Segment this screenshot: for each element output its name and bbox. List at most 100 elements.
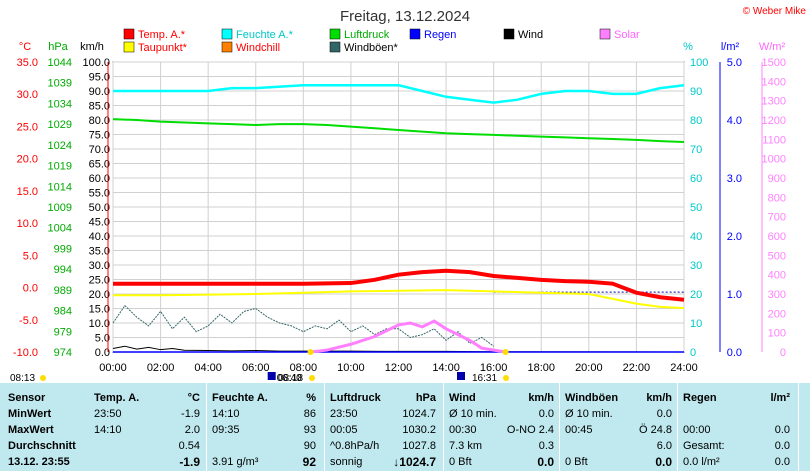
chart-title: Freitag, 13.12.2024: [340, 8, 470, 25]
solar-tick: 300: [768, 289, 786, 301]
hpa-tick: 989: [54, 285, 72, 297]
hpa-tick: 994: [54, 264, 72, 276]
hpa-tick: 1004: [48, 223, 72, 235]
time-tick: 22:00: [623, 362, 651, 374]
solar-tick: 1500: [762, 57, 786, 69]
legend: Temp. A.* Feuchte A.* Luftdruck Regen Wind So…: [123, 28, 640, 54]
legend-swatch: [123, 41, 135, 53]
kmh-tick: 95.0: [89, 72, 110, 84]
table-header-cell: hPa: [415, 392, 436, 404]
table-cell: MinWert: [8, 408, 52, 420]
table-header-cell: Regen: [683, 392, 717, 404]
legend-label: Feuchte A.*: [236, 29, 294, 41]
legend-label: Regen: [424, 29, 456, 41]
solar-tick: 600: [768, 231, 786, 243]
table-cell: 0.0 l/m²: [683, 456, 720, 468]
table-cell: 23:50: [330, 408, 358, 420]
weather-chart: Freitag, 13.12.2024 © Weber Mike Temp. A…: [10, 6, 806, 383]
table-header-cell: °C: [187, 392, 200, 404]
series-windgusts: [112, 304, 494, 347]
kmh-tick: 70.0: [89, 144, 110, 156]
hpa-tick: 1029: [48, 119, 72, 131]
table-cell: 1024.7: [402, 408, 436, 420]
temp-tick: 25.0: [17, 121, 38, 133]
time-tick: 16:00: [480, 362, 508, 374]
kmh-tick: 30.0: [89, 260, 110, 272]
time-tick: 14:00: [432, 362, 460, 374]
table-header-cell: km/h: [528, 392, 554, 404]
time-tick: 10:00: [337, 362, 365, 374]
table-cell: O-NO 2.4: [506, 424, 554, 436]
table-cell: 14:10: [94, 424, 122, 436]
hpa-tick: 1024: [48, 140, 72, 152]
table-cell: 86: [303, 408, 316, 420]
kmh-axis-unit: km/h: [80, 41, 104, 53]
axes: 35.0 30.0 25.0 20.0 15.0 10.0 5.0 0.0 -5.0 -10.0 1…: [13, 57, 786, 374]
kmh-tick: 75.0: [89, 130, 110, 142]
table-cell: ^0.8hPa/h: [330, 440, 380, 452]
table-cell: 0.0: [537, 455, 554, 469]
solar-tick: 0: [780, 347, 786, 359]
rain-tick: 4.0: [727, 115, 742, 127]
temp-tick: 10.0: [17, 218, 38, 230]
table-cell: 0.0: [655, 455, 672, 469]
rain-tick: 5.0: [727, 57, 742, 69]
rain-tick: 3.0: [727, 173, 742, 185]
legend-swatch: [409, 28, 421, 40]
table-header-cell: Luftdruck: [330, 392, 381, 404]
table-cell: 09:35: [212, 424, 240, 436]
pct-tick: 90: [690, 86, 702, 98]
hpa-tick: 1034: [48, 98, 72, 110]
pct-tick: 10: [690, 318, 702, 330]
table-cell: 6.0: [656, 440, 672, 452]
table-header-cell: Temp. A.: [94, 392, 140, 404]
table-header-cell: Windböen: [565, 392, 619, 404]
table-cell: Ø 10 min.: [449, 408, 497, 420]
legend-label: Luftdruck: [344, 29, 390, 41]
kmh-tick: 60.0: [89, 173, 110, 185]
sun-icon: [40, 375, 46, 381]
time-tick: 06:00: [242, 362, 270, 374]
kmh-tick: 100.0: [82, 57, 110, 69]
table-cell: Ø 10 min.: [565, 408, 613, 420]
table-cell: Gesamt:: [683, 440, 725, 452]
kmh-tick: 80.0: [89, 115, 110, 127]
table-cell: 90: [303, 440, 316, 452]
hpa-tick: 999: [54, 243, 72, 255]
temp-tick: -10.0: [13, 347, 38, 359]
time-tick: 20:00: [575, 362, 603, 374]
table-cell: 00:00: [683, 424, 711, 436]
hpa-tick: 1019: [48, 161, 72, 173]
table-cell: Ö 24.8: [638, 424, 672, 436]
table-cell: 0.54: [178, 440, 200, 452]
legend-label: Solar: [614, 29, 640, 41]
solar-tick: 1300: [762, 96, 786, 108]
time-tick: 02:00: [147, 362, 175, 374]
legend-swatch: [123, 28, 135, 40]
table-header-cell: km/h: [646, 392, 672, 404]
table-cell: sonnig: [330, 456, 363, 468]
pct-tick: 50: [690, 202, 702, 214]
table-cell: 93: [303, 424, 316, 436]
sunrise-time: 08:18: [278, 373, 303, 383]
column-separator: [798, 383, 799, 471]
stats-table: [0, 383, 810, 471]
table-cell: 0 Bft: [449, 456, 472, 468]
hpa-tick: 974: [54, 347, 72, 359]
temp-tick: -5.0: [19, 315, 38, 327]
sunrise-icon: [267, 372, 276, 380]
solar-tick: 100: [768, 328, 786, 340]
column-separator: [206, 383, 207, 471]
column-separator: [443, 383, 444, 471]
legend-label: Windchill: [236, 42, 280, 54]
table-cell: 00:30: [449, 424, 477, 436]
kmh-tick: 5.0: [95, 333, 110, 345]
legend-swatch: [221, 41, 233, 53]
pct-tick: 100: [690, 57, 708, 69]
table-header-cell: Sensor: [8, 392, 46, 404]
table-cell: 3.91 g/m³: [212, 456, 259, 468]
table-cell: -1.9: [179, 455, 200, 469]
sun-icon: [503, 375, 509, 381]
hpa-tick: 1039: [48, 78, 72, 90]
